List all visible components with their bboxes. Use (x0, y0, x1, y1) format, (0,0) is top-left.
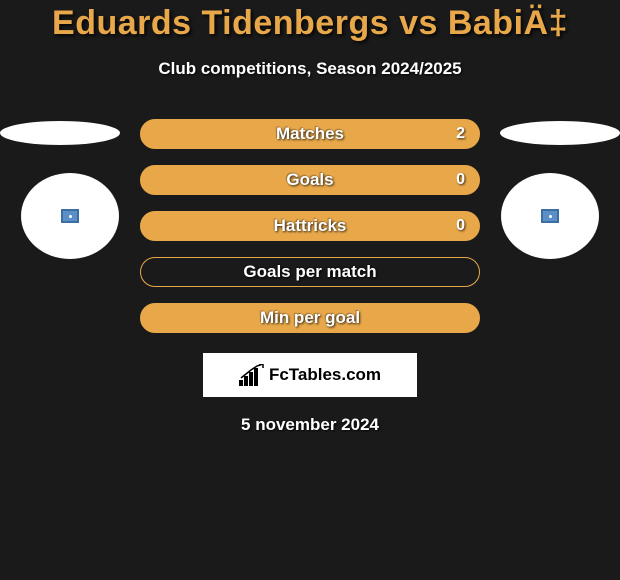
stat-label: Hattricks (274, 216, 347, 236)
stat-row-hattricks: Hattricks 0 (140, 211, 480, 241)
date-text: 5 november 2024 (0, 415, 620, 435)
comparison-card: Eduards Tidenbergs vs BabiÄ‡ Club compet… (0, 0, 620, 580)
fctables-logo-icon (239, 364, 265, 386)
stat-row-goals: Goals 0 (140, 165, 480, 195)
player-slot-right-ellipse (500, 121, 620, 145)
image-placeholder-icon (61, 209, 79, 223)
stat-value: 0 (456, 217, 465, 235)
stat-label: Goals per match (243, 262, 376, 282)
stat-label: Matches (276, 124, 344, 144)
player-badge-left (21, 173, 119, 259)
page-title: Eduards Tidenbergs vs BabiÄ‡ (0, 4, 620, 43)
image-placeholder-icon (541, 209, 559, 223)
stat-rows: Matches 2 Goals 0 Hattricks 0 Goals per … (140, 119, 480, 333)
stat-row-min-per-goal: Min per goal (140, 303, 480, 333)
subtitle: Club competitions, Season 2024/2025 (0, 59, 620, 79)
logo-box: FcTables.com (203, 353, 417, 397)
stat-value: 2 (456, 125, 465, 143)
placeholder-dot (69, 215, 72, 218)
placeholder-dot (549, 215, 552, 218)
player-slot-left-ellipse (0, 121, 120, 145)
stat-label: Min per goal (260, 308, 360, 328)
stat-value: 0 (456, 171, 465, 189)
stats-area: Matches 2 Goals 0 Hattricks 0 Goals per … (0, 119, 620, 339)
player-badge-right (501, 173, 599, 259)
stat-row-matches: Matches 2 (140, 119, 480, 149)
stat-label: Goals (286, 170, 333, 190)
stat-row-goals-per-match: Goals per match (140, 257, 480, 287)
logo-text: FcTables.com (269, 365, 381, 385)
